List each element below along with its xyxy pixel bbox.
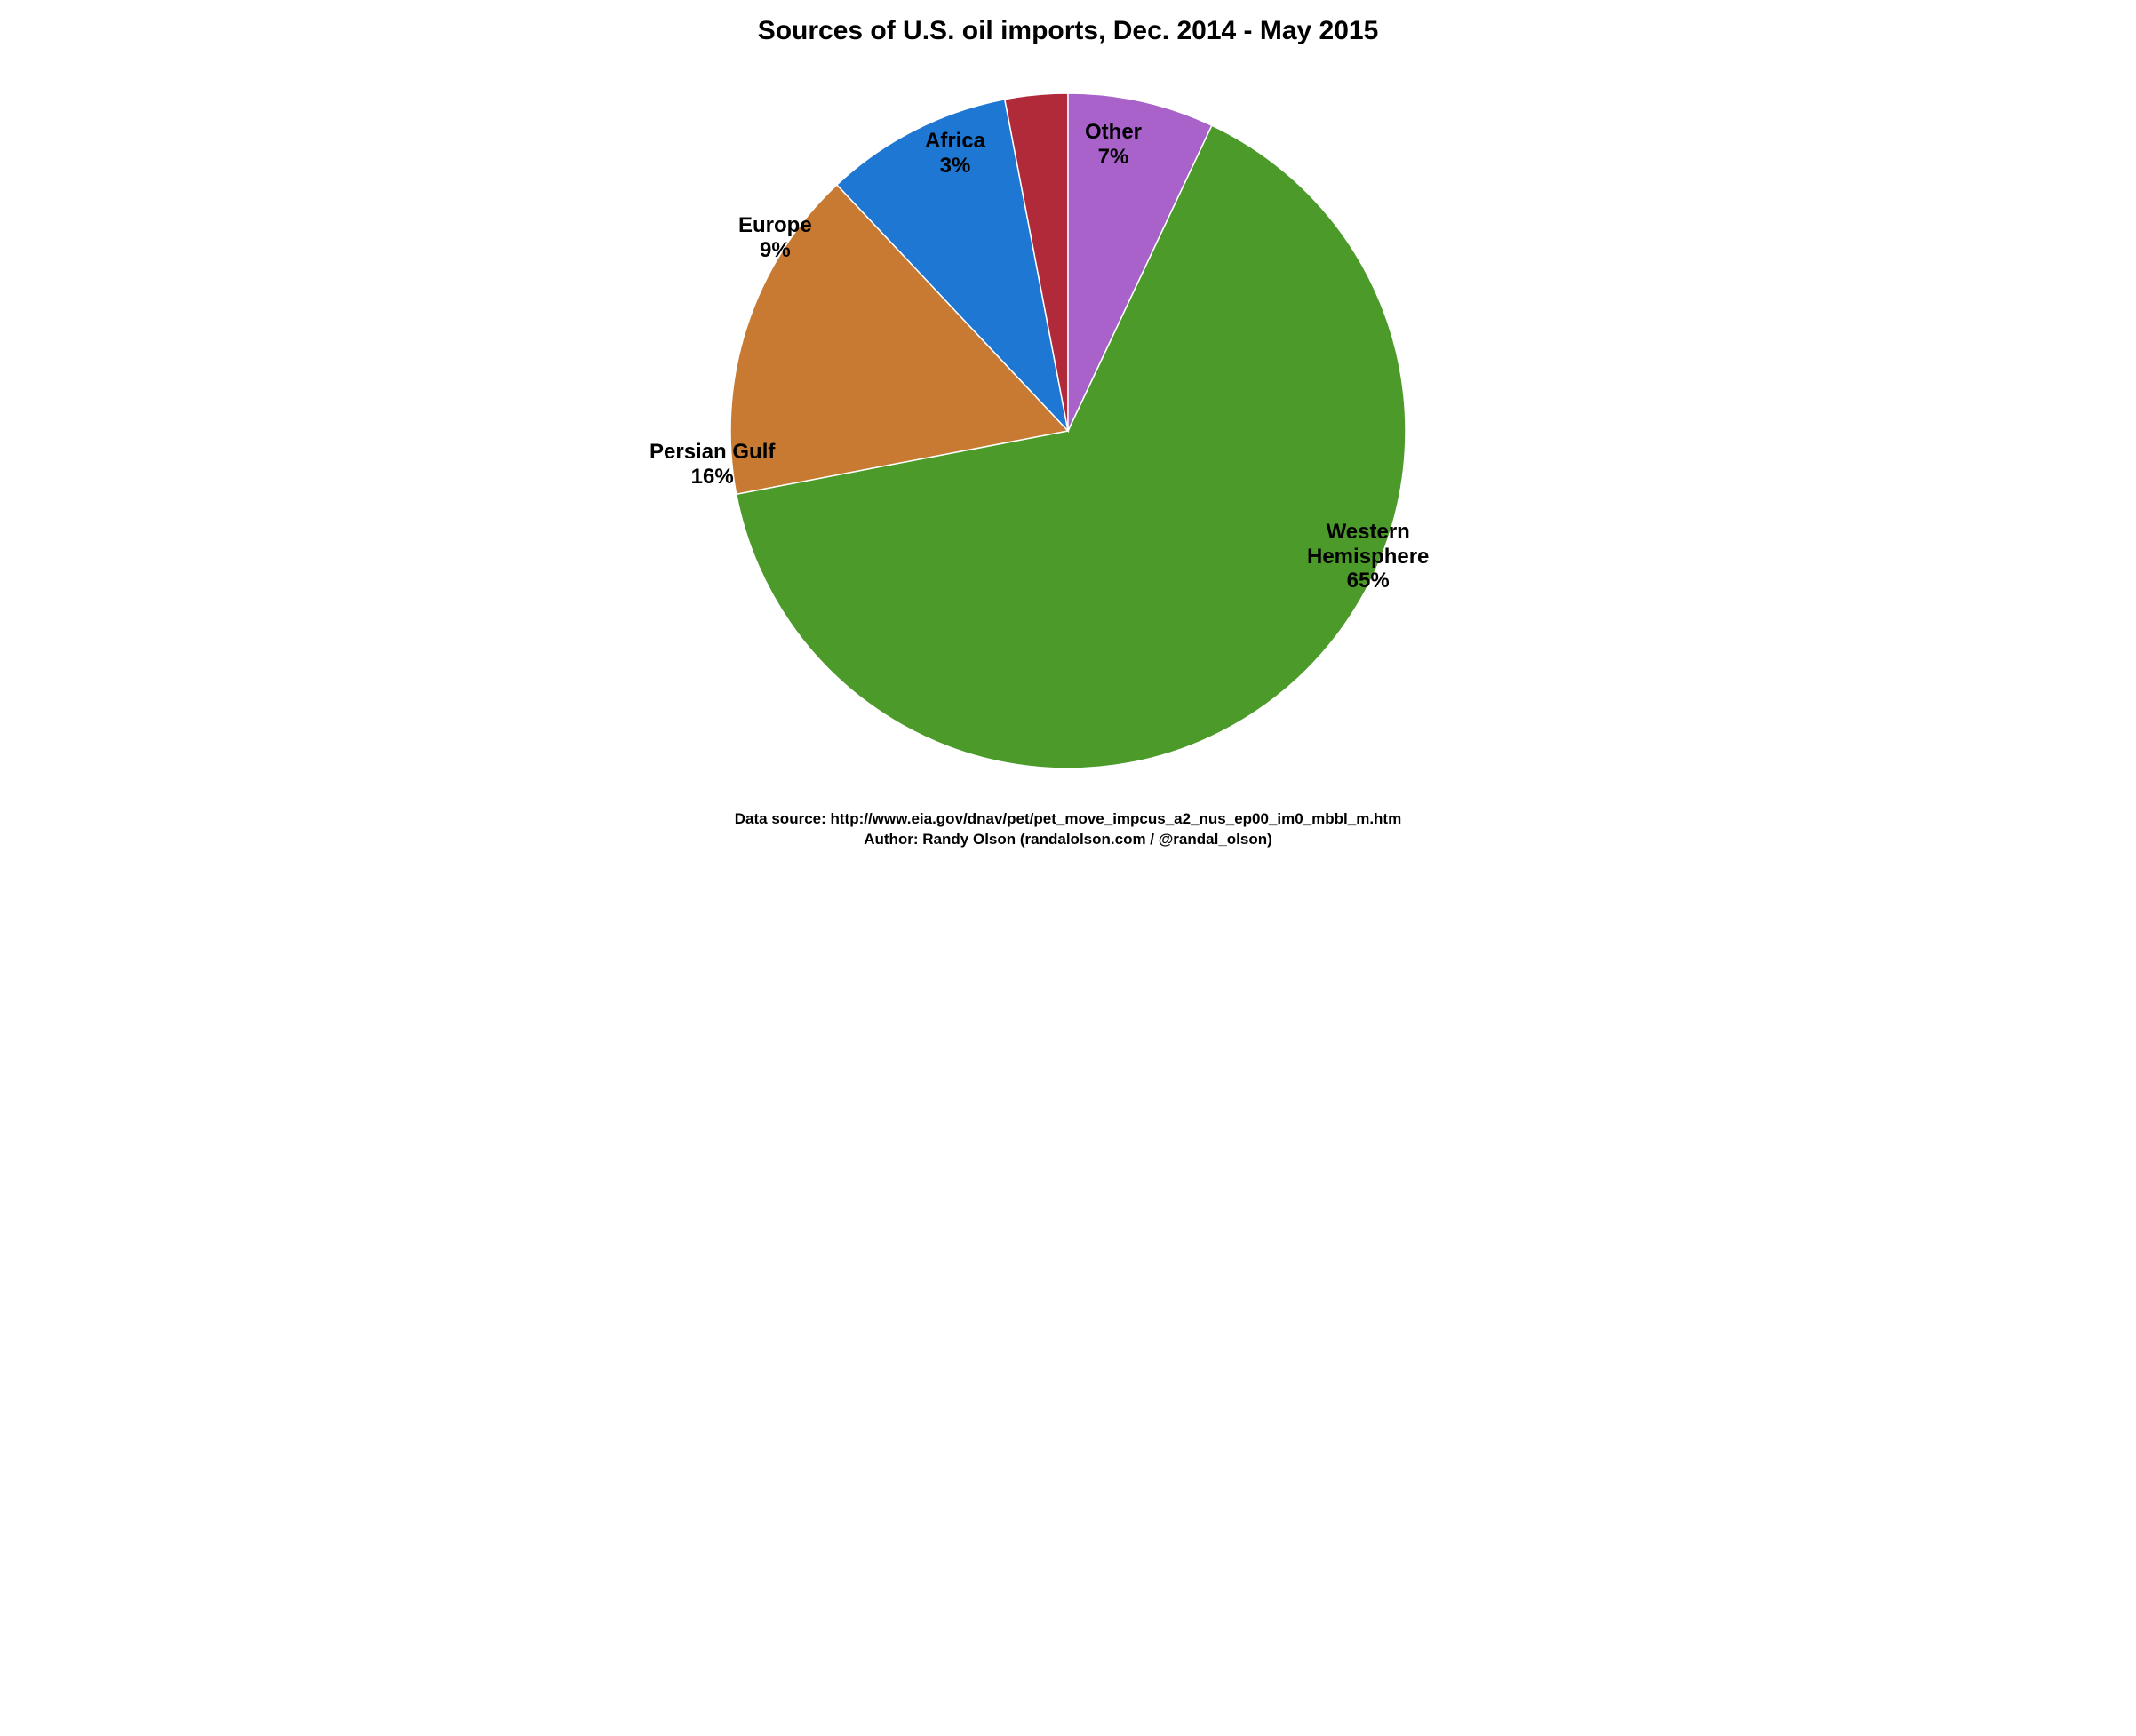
slice-label: WesternHemisphere65% <box>1307 520 1429 593</box>
pie-chart-container: Sources of U.S. oil imports, Dec. 2014 -… <box>534 0 1602 868</box>
footer-line-2: Author: Randy Olson (randalolson.com / @… <box>534 830 1602 850</box>
slice-label: Africa3% <box>925 129 985 178</box>
chart-title: Sources of U.S. oil imports, Dec. 2014 -… <box>534 16 1602 46</box>
footer-line-1: Data source: http://www.eia.gov/dnav/pet… <box>534 809 1602 830</box>
slice-label: Europe9% <box>738 213 812 262</box>
slice-label: Other7% <box>1085 120 1142 169</box>
slice-label: Persian Gulf16% <box>650 440 775 489</box>
pie-area: WesternHemisphere65% Persian Gulf16% Europ… <box>534 80 1602 782</box>
chart-footer: Data source: http://www.eia.gov/dnav/pet… <box>534 809 1602 850</box>
pie-svg <box>534 80 1602 782</box>
